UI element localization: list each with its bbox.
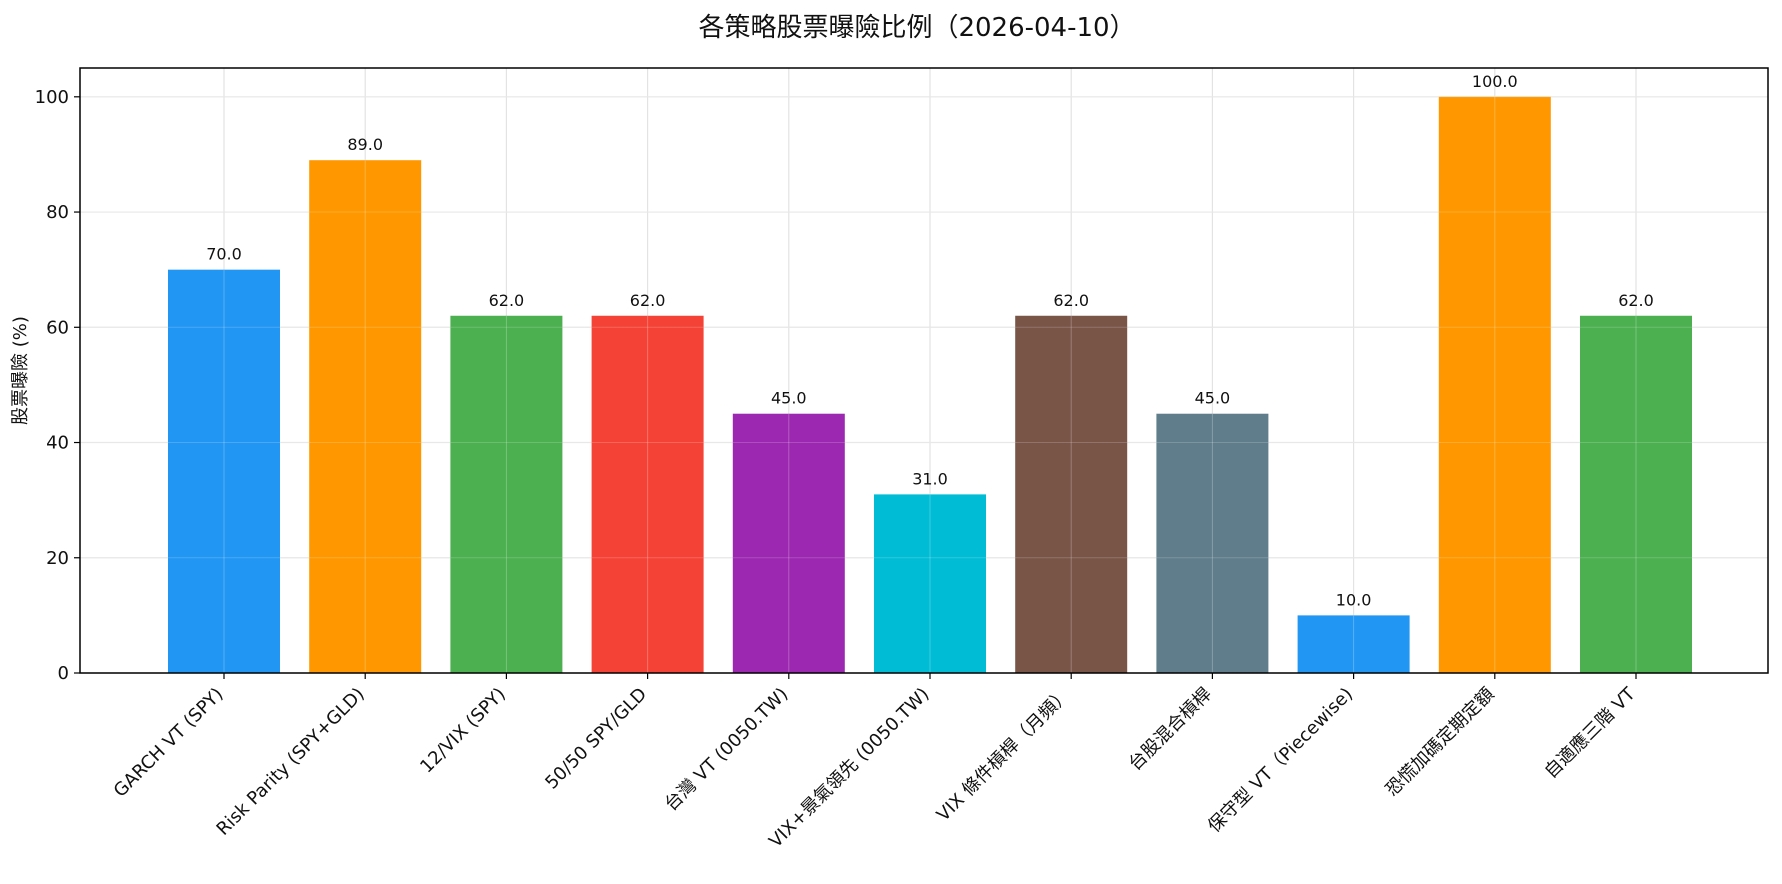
bars-layer: [168, 96, 1692, 674]
bar: [1297, 615, 1410, 673]
x-tick-label: Risk Parity (SPY+GLD): [213, 684, 369, 840]
x-tick-label: 12/VIX (SPY): [416, 684, 510, 778]
bar: [1438, 96, 1551, 674]
x-tick-label: 恐慌加碼定期定額: [1382, 684, 1499, 801]
bar: [1015, 315, 1128, 673]
y-tick-label: 60: [46, 317, 69, 338]
x-tick-label: 台灣 VT (0050.TW): [661, 684, 793, 816]
bar-value-label: 10.0: [1336, 590, 1372, 609]
x-tick-label: VIX+景氣領先 (0050.TW): [765, 684, 933, 852]
bar-value-label: 45.0: [771, 389, 807, 408]
y-tick-label: 20: [46, 548, 69, 569]
value-labels-layer: 70.0 89.0 62.0 62.0 45.0 31.0 62.0 45.0 10.0 100.…: [80, 72, 1768, 673]
x-tick-label: 保守型 VT（Piecewise): [1204, 684, 1357, 837]
bar-value-label: 62.0: [489, 291, 525, 310]
plot-frame: [79, 67, 1769, 674]
x-tick-label: 自適應三階 VT: [1540, 682, 1640, 782]
chart-title: 各策略股票曝險比例（2026-04-10）: [698, 13, 1135, 43]
bar: [1580, 315, 1692, 673]
y-tick-label: 100: [35, 87, 69, 108]
y-axis-label: 股票曝險 (%): [10, 316, 31, 425]
y-axis: 0 20 40 60 80 100: [35, 87, 80, 684]
bar-value-label: 45.0: [1195, 389, 1231, 408]
bar-value-label: 31.0: [912, 469, 948, 488]
x-tick-label: VIX 條件槓桿（月頻）: [933, 684, 1075, 826]
bar: [168, 269, 280, 673]
x-tick-label: 台股混合槓桿: [1125, 684, 1216, 775]
x-axis: GARCH VT (SPY)Risk Parity (SPY+GLD) 12/VI…: [110, 673, 1640, 852]
bar-value-label: 89.0: [347, 135, 383, 154]
bar-value-label: 62.0: [1053, 291, 1089, 310]
bar: [732, 413, 845, 673]
bar-value-label: 62.0: [1618, 291, 1654, 310]
bar: [874, 494, 986, 673]
x-tick-label: GARCH VT (SPY): [110, 684, 228, 802]
bar: [591, 315, 704, 673]
y-tick-label: 80: [46, 202, 69, 223]
y-tick-label: 40: [46, 433, 69, 454]
bar-value-label: 62.0: [630, 291, 666, 310]
bar-value-label: 70.0: [206, 245, 242, 264]
y-tick-label: 0: [58, 663, 69, 684]
bar: [450, 315, 563, 673]
bar-value-label: 100.0: [1472, 72, 1518, 91]
bar: [1156, 413, 1269, 673]
bar: [309, 160, 422, 673]
x-tick-label: 50/50 SPY/GLD: [541, 684, 651, 794]
